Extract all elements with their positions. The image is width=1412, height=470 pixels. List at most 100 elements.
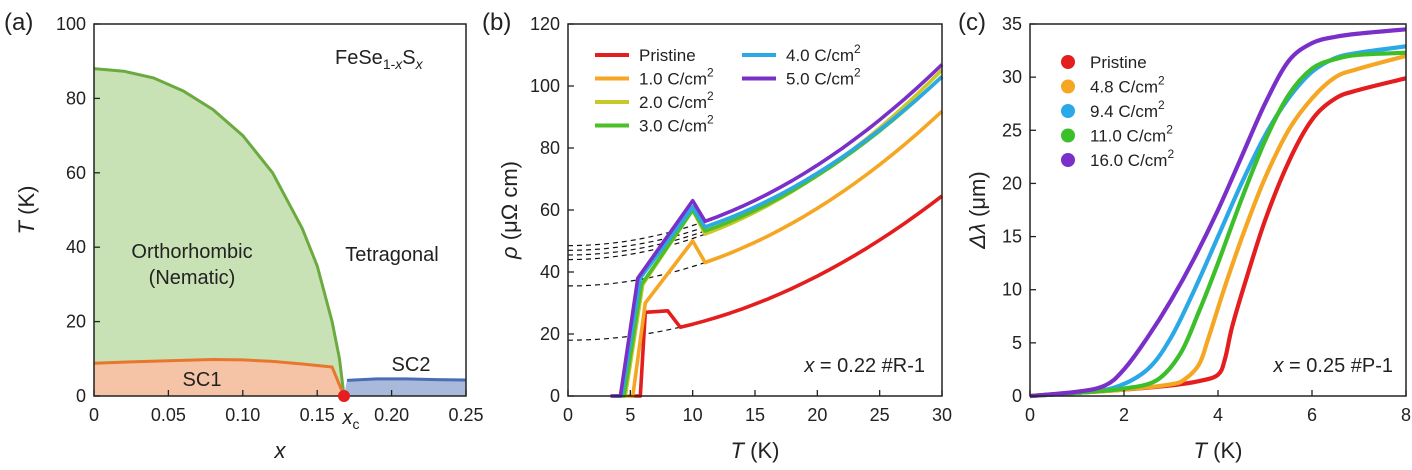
tetragonal-label: Tetragonal: [345, 244, 438, 266]
panel-c-y-tick-label: 5: [1012, 333, 1022, 353]
panel-c-x-tick-label: 0: [1025, 405, 1035, 425]
panel-b-x-tick-label: 0: [563, 405, 573, 425]
series-line: [1029, 27, 1407, 399]
panel-b-x-tick-label: 10: [683, 405, 703, 425]
legend-label: 5.0 C/cm2: [786, 66, 861, 89]
legend-label: 3.0 C/cm2: [639, 113, 714, 136]
resistivity-curves: [610, 63, 944, 398]
panel-c-y-tick-label: 35: [1002, 14, 1022, 34]
panel-b-x-tick-label: 25: [870, 405, 890, 425]
legend-label: 2.0 C/cm2: [639, 89, 714, 112]
fit-line: [568, 195, 943, 341]
sc1-region: [94, 359, 344, 396]
nematic-region: [94, 68, 344, 396]
panel-a-y-axis-label: T (K): [14, 186, 39, 235]
panel-a-y-tick-label: 80: [66, 88, 86, 108]
panel-b-x-tick-label: 20: [807, 405, 827, 425]
panel-c-x-tick-label: 2: [1119, 405, 1129, 425]
panel-a-x-tick-label: 0.20: [374, 405, 409, 425]
series-line: [1029, 44, 1407, 399]
panel-c-y-tick-label: 25: [1002, 120, 1022, 140]
panel-c: (c) 0 2 4 6 8 0 5 10 15 20 25 30 35 Pristine 4.8 C/c…: [958, 9, 1411, 463]
sc1-boundary-line: [93, 357, 346, 397]
panel-a-y-ticks: 0 20 40 60 80 100: [56, 14, 100, 406]
panel-c-x-tick-label: 4: [1213, 405, 1223, 425]
panel-b-x-axis-label: T (K): [731, 438, 780, 463]
panel-a-y-tick-label: 60: [66, 163, 86, 183]
panel-a-x-axis-label: x: [274, 438, 287, 463]
legend-swatch: [1061, 104, 1075, 118]
panel-c-y-tick-label: 0: [1012, 386, 1022, 406]
panel-c-x-tick-label: 6: [1307, 405, 1317, 425]
panel-b-x-tick-label: 15: [745, 405, 765, 425]
panel-c-x-axis-label: T (K): [1194, 438, 1243, 463]
series-line: [610, 63, 944, 398]
panel-a: (a) 0 0.05 0.10 0.15 0.20 0.25 0 20 40 60 80 100 x…: [4, 9, 484, 463]
series-line: [1029, 50, 1407, 399]
legend-swatch: [1061, 79, 1075, 94]
panel-b-y-tick-label: 100: [530, 76, 560, 96]
legend-swatch: [1061, 153, 1075, 167]
legend-label: 4.0 C/cm2: [786, 42, 861, 65]
panel-b-y-tick-label: 0: [550, 386, 560, 406]
panel-c-y-tick-label: 15: [1002, 227, 1022, 247]
panel-b-y-tick-label: 80: [540, 138, 560, 158]
panel-a-y-tick-label: 40: [66, 237, 86, 257]
series-line: [622, 109, 944, 398]
penetration-depth-curves: [1029, 27, 1407, 399]
panel-b-x-ticks: 0 5 10 15 20 25 30: [563, 390, 952, 425]
panel-b-y-tick-label: 20: [540, 324, 560, 344]
panel-b-annotation: x = 0.22 #R-1: [803, 355, 925, 377]
sc2-label: SC2: [392, 354, 431, 376]
panel-a-y-tick-label: 0: [76, 386, 86, 406]
legend-swatch: [1061, 55, 1075, 69]
nematic-label: Orthorhombic (Nematic): [131, 241, 252, 289]
panel-b-x-tick-label: 30: [932, 405, 952, 425]
series-line: [1029, 53, 1407, 399]
panel-a-y-tick-label: 100: [56, 14, 86, 34]
sc1-label: SC1: [183, 369, 222, 391]
panel-b-y-ticks: 0 20 40 60 80 100 120: [530, 14, 574, 406]
series-line: [611, 75, 944, 398]
panel-b-y-tick-label: 120: [530, 14, 560, 34]
panel-c-y-tick-label: 30: [1002, 67, 1022, 87]
panel-a-x-tick-label: 0.05: [151, 405, 186, 425]
fit-lines: [567, 64, 943, 341]
legend-label: 9.4 C/cm2: [1090, 98, 1165, 121]
legend-label: 11.0 C/cm2: [1090, 123, 1173, 146]
fit-line: [567, 69, 943, 261]
sc2-boundary-line: [346, 377, 467, 382]
panel-a-y-tick-label: 20: [66, 312, 86, 332]
critical-point-label: xc: [341, 407, 359, 432]
panel-c-annotation: x = 0.25 #P-1: [1272, 355, 1393, 377]
legend-label: Pristine: [1090, 53, 1147, 72]
legend-label: 1.0 C/cm2: [639, 66, 714, 89]
panel-c-y-tick-label: 20: [1002, 173, 1022, 193]
legend-label: 16.0 C/cm2: [1090, 147, 1174, 170]
critical-point-marker: [337, 390, 350, 402]
nematic-boundary-line: [93, 67, 346, 397]
panel-c-x-tick-label: 8: [1401, 405, 1411, 425]
panel-b: (b) 0 5 10 15 20 25 30 0 20 40 60 80 100 120 Pristin…: [482, 9, 952, 463]
panel-b-x-tick-label: 5: [625, 405, 635, 425]
panel-a-x-tick-label: 0.10: [225, 405, 260, 425]
legend-label: Pristine: [639, 46, 696, 65]
panel-b-label: (b): [482, 9, 511, 36]
panel-a-x-tick-label: 0: [89, 405, 99, 425]
panel-c-label: (c): [958, 9, 986, 36]
panel-b-y-tick-label: 60: [540, 200, 560, 220]
legend-swatch: [1061, 128, 1075, 143]
panel-c-y-tick-label: 10: [1002, 280, 1022, 300]
panel-a-title: FeSe1-xSx: [335, 47, 424, 72]
series-line: [630, 194, 944, 398]
panel-c-y-axis-label: Δλ (μm): [965, 171, 990, 249]
panel-a-label: (a): [4, 9, 33, 36]
panel-a-x-ticks: 0 0.05 0.10 0.15 0.20 0.25: [89, 390, 484, 425]
panel-c-y-ticks: 0 5 10 15 20 25 30 35: [1002, 14, 1036, 406]
panel-b-y-axis-label: ρ (μΩ cm): [497, 161, 522, 260]
sc2-region: [344, 378, 466, 396]
panel-c-x-ticks: 0 2 4 6 8: [1025, 390, 1411, 425]
